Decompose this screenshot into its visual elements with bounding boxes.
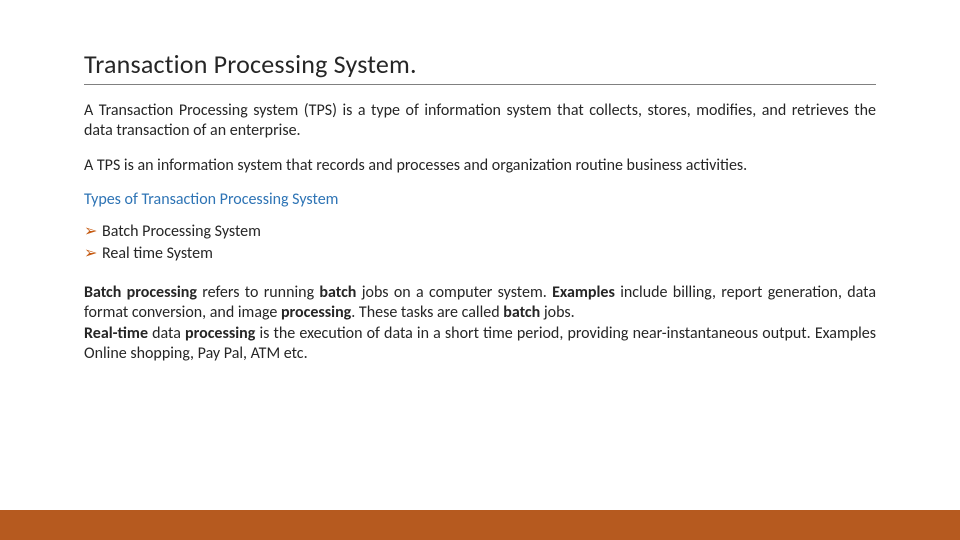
bold-text: batch <box>503 303 544 322</box>
list-item-label: Real time System <box>102 244 213 263</box>
arrow-icon: ➢ <box>84 243 102 265</box>
body-text: . These tasks are called <box>351 303 503 322</box>
intro-paragraph-1: A Transaction Processing system (TPS) is… <box>84 101 876 142</box>
bold-text: Real-time <box>84 324 152 343</box>
details-paragraph: Batch processing refers to running batch… <box>84 283 876 365</box>
slide-title: Transaction Processing System. <box>84 48 876 85</box>
types-list: ➢Batch Processing System ➢Real time Syst… <box>84 221 876 264</box>
bottom-accent-bar <box>0 510 960 540</box>
arrow-icon: ➢ <box>84 221 102 243</box>
list-item: ➢Batch Processing System <box>84 221 876 243</box>
intro-paragraph-2: A TPS is an information system that reco… <box>84 156 876 176</box>
bold-text: Examples <box>552 283 620 302</box>
bold-text: Batch processing <box>84 283 202 302</box>
types-subheading: Types of Transaction Processing System <box>84 190 876 209</box>
slide-content: Transaction Processing System. A Transac… <box>0 0 960 364</box>
list-item-label: Batch Processing System <box>102 222 261 241</box>
slide: Transaction Processing System. A Transac… <box>0 0 960 540</box>
bold-text: processing <box>281 303 351 322</box>
body-text: data <box>152 324 185 343</box>
bold-text: batch <box>319 283 361 302</box>
bold-text: processing <box>185 324 259 343</box>
list-item: ➢Real time System <box>84 243 876 265</box>
body-text: refers to running <box>202 283 319 302</box>
body-text: jobs on a computer system. <box>362 283 552 302</box>
body-text: jobs. <box>544 303 575 322</box>
